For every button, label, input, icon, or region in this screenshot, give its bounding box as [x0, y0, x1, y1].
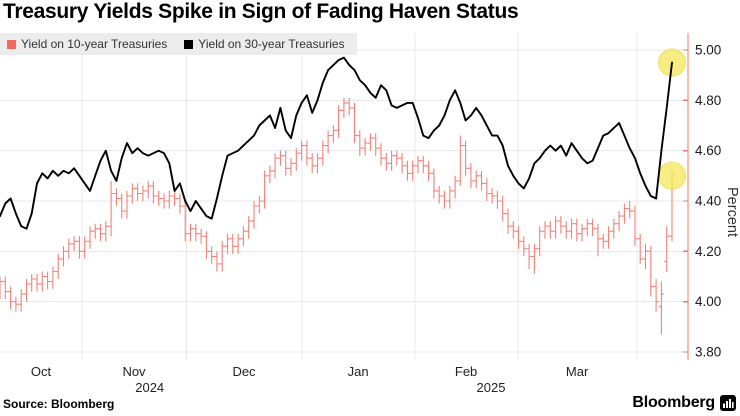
y-tick-label: 4.60	[695, 143, 721, 158]
y-axis-title: Percent	[724, 187, 740, 237]
y-tick-label: 4.80	[695, 93, 721, 108]
x-year-label: 2024	[135, 380, 164, 395]
source-credit: Source: Bloomberg	[3, 397, 115, 411]
x-year-label: 2025	[477, 380, 506, 395]
x-month-label: Dec	[232, 364, 256, 379]
y-tick-labels: 5.00 4.80 4.60 4.40 4.20 4.00 3.80	[695, 43, 721, 360]
bloomberg-wordmark: Bloomberg	[632, 394, 715, 411]
chart-legend: Yield on 10-year Treasuries Yield on 30-…	[0, 33, 357, 55]
series-10-year-bars	[0, 97, 675, 335]
bloomberg-brand: Bloomberg	[632, 394, 736, 412]
bloomberg-logo-icon	[720, 395, 736, 411]
horizontal-gridlines	[0, 49, 688, 353]
highlight-circle	[657, 161, 687, 191]
legend-label-10-year: Yield on 10-year Treasuries	[21, 37, 168, 51]
y-tick-label: 4.20	[695, 244, 721, 259]
legend-swatch-10-year-icon	[7, 39, 16, 49]
y-axis	[683, 33, 689, 360]
x-month-label: Jan	[348, 364, 369, 379]
legend-item-10-year: Yield on 10-year Treasuries	[7, 37, 167, 51]
page-title: Treasury Yields Spike in Sign of Fading …	[3, 0, 519, 23]
legend-label-30-year: Yield on 30-year Treasuries	[198, 37, 345, 51]
legend-item-30-year: Yield on 30-year Treasuries	[184, 37, 345, 51]
legend-swatch-30-year-icon	[184, 39, 194, 49]
x-month-labels: Oct Nov Dec Jan Feb Mar 2024 2025	[31, 364, 589, 395]
x-month-label: Feb	[455, 364, 477, 379]
vertical-gridlines	[81, 33, 638, 360]
x-month-label: Oct	[31, 364, 52, 379]
y-tick-label: 4.00	[695, 294, 721, 309]
x-month-label: Mar	[566, 364, 589, 379]
y-tick-label: 3.80	[695, 345, 721, 360]
series-30-year-line	[0, 56, 673, 230]
y-tick-label: 4.40	[695, 194, 721, 209]
x-month-label: Nov	[122, 364, 146, 379]
y-tick-label: 5.00	[695, 43, 721, 58]
